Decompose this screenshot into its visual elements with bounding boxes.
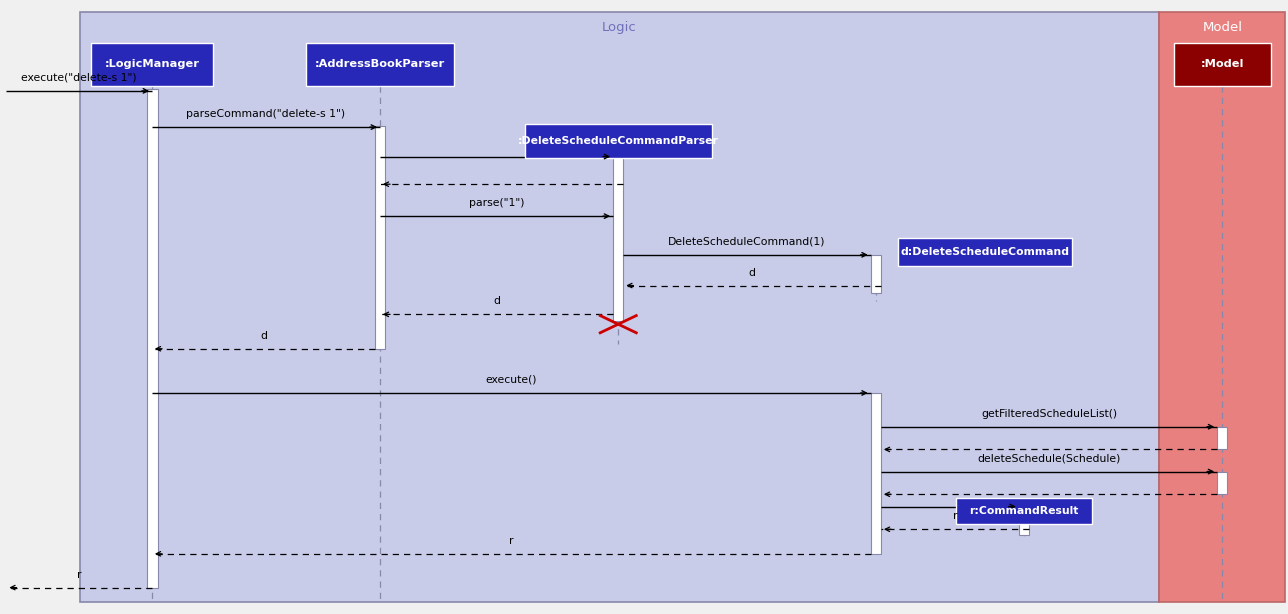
Text: deleteSchedule(Schedule): deleteSchedule(Schedule) (978, 454, 1121, 464)
Text: getFilteredScheduleList(): getFilteredScheduleList() (981, 409, 1117, 419)
Text: Logic: Logic (603, 21, 636, 34)
Bar (526, 124, 711, 158)
Bar (80, 12, 1159, 602)
Bar (1019, 507, 1029, 535)
Text: d: d (748, 268, 756, 278)
Text: execute(): execute() (486, 375, 537, 385)
Bar (871, 393, 881, 554)
Bar (90, 43, 213, 86)
Text: d:DeleteScheduleCommand: d:DeleteScheduleCommand (900, 247, 1070, 257)
Text: Model: Model (1202, 21, 1243, 34)
Bar (871, 255, 881, 293)
Text: parse("1"): parse("1") (469, 198, 524, 208)
Bar (375, 126, 385, 349)
Text: d: d (493, 297, 500, 306)
Bar (1217, 472, 1227, 494)
Text: :AddressBookParser: :AddressBookParser (314, 60, 446, 69)
Text: execute("delete-s 1"): execute("delete-s 1") (22, 73, 137, 83)
Text: d: d (260, 331, 267, 341)
Text: parseCommand("delete-s 1"): parseCommand("delete-s 1") (187, 109, 345, 119)
Text: :Model: :Model (1200, 60, 1244, 69)
Bar (147, 89, 157, 588)
Text: DeleteScheduleCommand(1): DeleteScheduleCommand(1) (668, 237, 826, 247)
Text: r: r (77, 570, 81, 580)
Text: r:CommandResult: r:CommandResult (970, 506, 1078, 516)
Bar (898, 238, 1072, 265)
Bar (305, 43, 453, 86)
Text: :LogicManager: :LogicManager (104, 60, 200, 69)
Text: r: r (953, 511, 957, 521)
Bar (956, 498, 1091, 524)
Bar (1159, 12, 1285, 602)
Bar (613, 157, 623, 321)
Text: r: r (509, 536, 514, 546)
Bar (1217, 427, 1227, 449)
Bar (1173, 43, 1270, 86)
Text: :DeleteScheduleCommandParser: :DeleteScheduleCommandParser (518, 136, 719, 146)
